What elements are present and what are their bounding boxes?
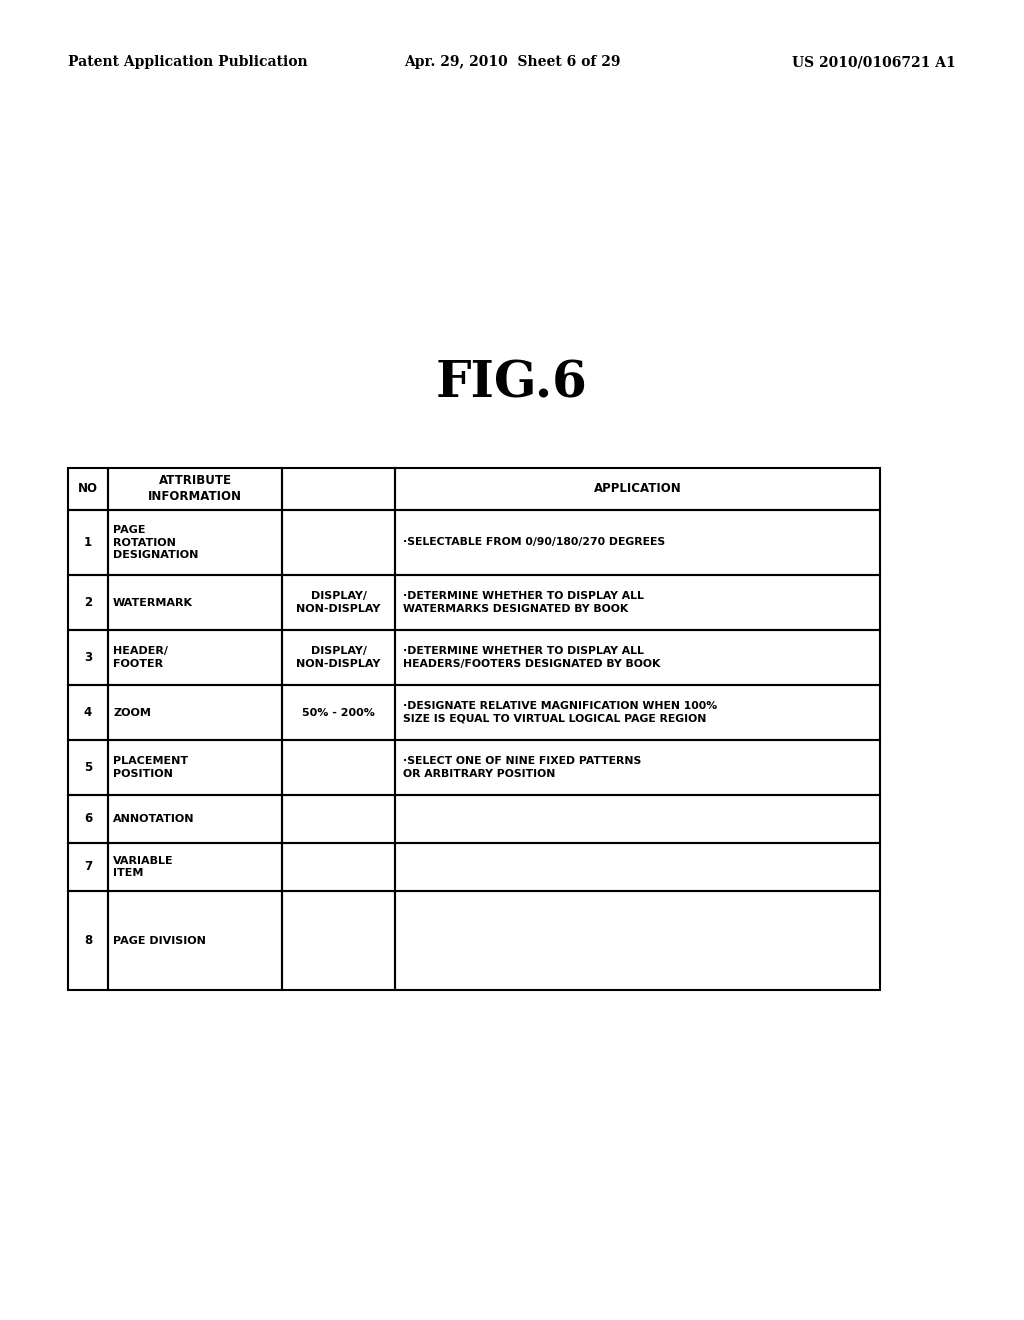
Text: ·SELECTABLE FROM 0/90/180/270 DEGREES: ·SELECTABLE FROM 0/90/180/270 DEGREES [403, 537, 666, 548]
Bar [282, 685, 395, 741]
Text: ·DETERMINE WHETHER TO DISPLAY ALL
HEADERS/FOOTERS DESIGNATED BY BOOK: ·DETERMINE WHETHER TO DISPLAY ALL HEADER… [403, 647, 660, 669]
Bar [282, 469, 395, 510]
Text: ZOOM: ZOOM [113, 708, 151, 718]
Bar [68, 576, 108, 630]
Bar [282, 891, 395, 990]
Text: APPLICATION: APPLICATION [594, 483, 681, 495]
Text: PAGE DIVISION: PAGE DIVISION [113, 936, 206, 945]
Text: DISPLAY/
NON-DISPLAY: DISPLAY/ NON-DISPLAY [296, 647, 381, 669]
Text: 50% - 200%: 50% - 200% [302, 708, 375, 718]
Text: ·DETERMINE WHETHER TO DISPLAY ALL
WATERMARKS DESIGNATED BY BOOK: ·DETERMINE WHETHER TO DISPLAY ALL WATERM… [403, 591, 644, 614]
Bar [68, 685, 108, 741]
Bar [282, 576, 395, 630]
Bar [395, 795, 880, 843]
Text: 7: 7 [84, 861, 92, 874]
Text: ·DESIGNATE RELATIVE MAGNIFICATION WHEN 100%
SIZE IS EQUAL TO VIRTUAL LOGICAL PAG: ·DESIGNATE RELATIVE MAGNIFICATION WHEN 1… [403, 701, 717, 723]
Bar [68, 843, 108, 891]
Text: ATTRIBUTE
INFORMATION: ATTRIBUTE INFORMATION [148, 474, 242, 503]
Bar [68, 795, 108, 843]
Text: Patent Application Publication: Patent Application Publication [68, 55, 307, 69]
Bar [108, 630, 282, 685]
Text: PAGE
ROTATION
DESIGNATION: PAGE ROTATION DESIGNATION [113, 525, 199, 560]
Bar [282, 843, 395, 891]
Bar [282, 630, 395, 685]
Bar [68, 630, 108, 685]
Text: DISPLAY/
NON-DISPLAY: DISPLAY/ NON-DISPLAY [296, 591, 381, 614]
Bar [395, 576, 880, 630]
Text: US 2010/0106721 A1: US 2010/0106721 A1 [793, 55, 956, 69]
Text: 3: 3 [84, 651, 92, 664]
Bar [68, 469, 108, 510]
Bar [395, 741, 880, 795]
Bar [395, 685, 880, 741]
Bar [108, 891, 282, 990]
Bar [282, 741, 395, 795]
Text: 6: 6 [84, 813, 92, 825]
Text: HEADER/
FOOTER: HEADER/ FOOTER [113, 647, 168, 669]
Bar [395, 469, 880, 510]
Bar [108, 510, 282, 576]
Bar [108, 685, 282, 741]
Text: FIG.6: FIG.6 [436, 360, 588, 409]
Text: Apr. 29, 2010  Sheet 6 of 29: Apr. 29, 2010 Sheet 6 of 29 [403, 55, 621, 69]
Bar [395, 843, 880, 891]
Text: ANNOTATION: ANNOTATION [113, 814, 195, 824]
Bar [68, 741, 108, 795]
Bar [395, 510, 880, 576]
Text: VARIABLE
ITEM: VARIABLE ITEM [113, 855, 174, 878]
Bar [68, 510, 108, 576]
Text: NO: NO [78, 483, 98, 495]
Bar [395, 891, 880, 990]
Bar [108, 469, 282, 510]
Text: 2: 2 [84, 597, 92, 609]
Text: 5: 5 [84, 762, 92, 774]
Bar [108, 741, 282, 795]
Bar [282, 795, 395, 843]
Bar [108, 576, 282, 630]
Bar [108, 795, 282, 843]
Text: 1: 1 [84, 536, 92, 549]
Text: WATERMARK: WATERMARK [113, 598, 193, 607]
Bar [395, 630, 880, 685]
Bar [68, 891, 108, 990]
Text: PLACEMENT
POSITION: PLACEMENT POSITION [113, 756, 188, 779]
Text: 4: 4 [84, 706, 92, 719]
Bar [282, 510, 395, 576]
Text: ·SELECT ONE OF NINE FIXED PATTERNS
OR ARBITRARY POSITION: ·SELECT ONE OF NINE FIXED PATTERNS OR AR… [403, 756, 641, 779]
Bar [108, 843, 282, 891]
Text: 8: 8 [84, 935, 92, 946]
